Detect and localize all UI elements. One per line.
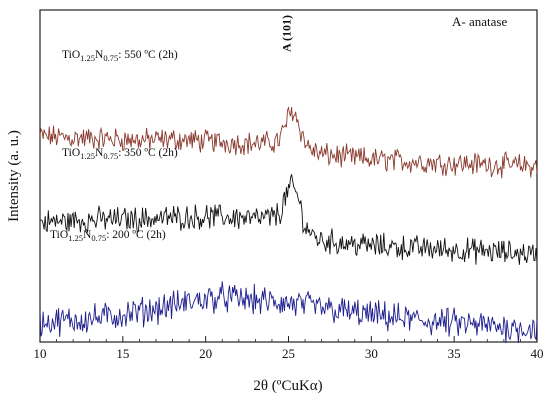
y-axis-label: Intensity (a. u.) xyxy=(6,130,22,222)
series-line-0 xyxy=(39,105,538,179)
legend-note: A- anatase xyxy=(452,14,507,29)
x-tick-label: 40 xyxy=(531,346,544,361)
series-line-2 xyxy=(39,281,538,344)
x-tick-label: 20 xyxy=(199,346,212,361)
x-tick-label: 10 xyxy=(34,346,47,361)
ticks-layer: 10 15 20 25 30 35 40 xyxy=(34,336,544,361)
series-label-550: TiO1.25N0.75: 550 ºC (2h) xyxy=(62,49,178,63)
x-tick-label: 25 xyxy=(282,346,295,361)
x-tick-label: 35 xyxy=(448,346,461,361)
peak-label: A (101) xyxy=(279,15,293,52)
series-layer xyxy=(39,105,538,344)
x-axis-label: 2θ (ºCuKα) xyxy=(253,378,322,394)
series-label-200: TiO1.25N0.75: 200 ºC (2h) xyxy=(50,229,166,243)
x-tick-label: 30 xyxy=(365,346,378,361)
x-tick-label: 15 xyxy=(116,346,129,361)
series-line-1 xyxy=(39,174,538,265)
series-label-350: TiO1.25N0.75: 350 ºC (2h) xyxy=(62,147,178,161)
